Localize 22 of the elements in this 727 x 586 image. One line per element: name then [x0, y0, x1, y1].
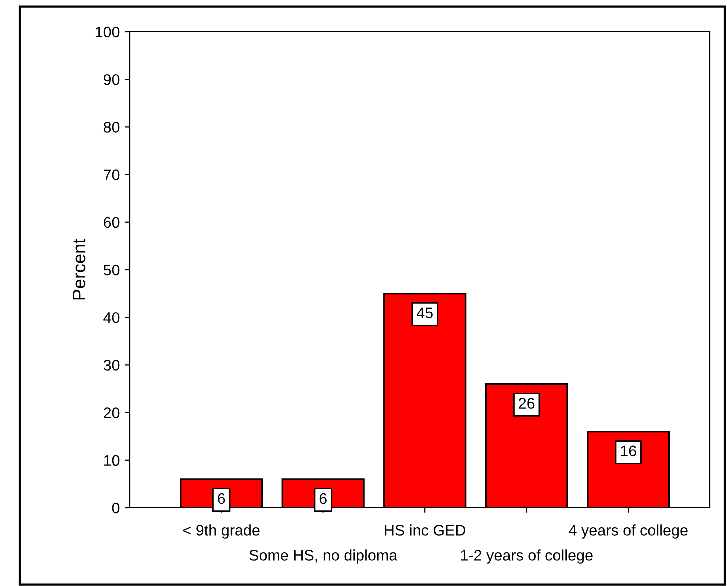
data-label: 26 [519, 398, 535, 409]
y-tick-label: 10 [104, 455, 120, 466]
y-tick-label: 50 [104, 264, 120, 276]
y-axis-title: Percent [73, 239, 86, 300]
x-tick-label: 1-2 years of college [461, 550, 593, 564]
y-tick-label: 100 [96, 26, 120, 38]
y-tick-label: 20 [104, 408, 120, 418]
y-tick-label: 40 [104, 312, 120, 324]
y-tick-label: 80 [104, 122, 120, 133]
y-tick-label: 70 [104, 170, 120, 180]
data-label: 6 [320, 493, 327, 504]
x-tick-label: Some HS, no diploma [250, 550, 398, 564]
x-tick-label: 4 years of college [569, 524, 688, 539]
y-tick-label: 0 [112, 502, 120, 514]
y-tick-label: 30 [104, 360, 120, 371]
data-label: 16 [621, 446, 636, 457]
data-label: 6 [218, 493, 226, 504]
x-tick-label: < 9th grade [183, 524, 260, 539]
y-tick-label: 60 [104, 217, 120, 228]
y-tick-label: 90 [104, 74, 120, 86]
x-tick-label: HS inc GED [385, 524, 466, 536]
data-label: 45 [416, 308, 433, 319]
